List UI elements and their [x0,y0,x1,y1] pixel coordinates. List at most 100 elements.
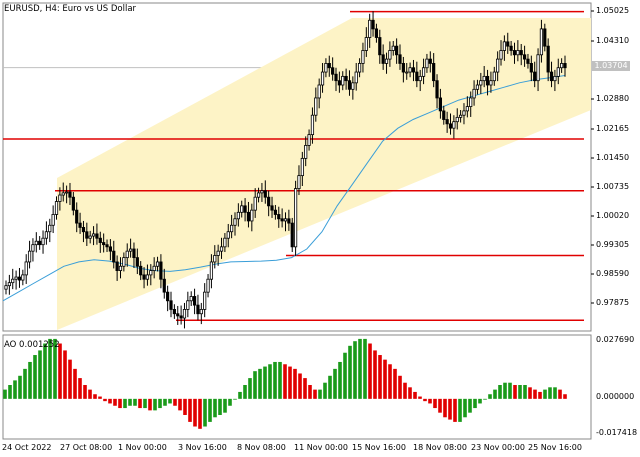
ao-bar [433,398,437,409]
candle-body [549,71,554,82]
ao-bar [178,398,182,411]
ao-tick: 0.027690 [596,335,635,344]
time-tick: 25 Nov 16:00 [528,443,582,452]
ao-bar [378,355,382,399]
ao-bar [153,398,157,411]
candle-body [176,313,180,317]
ao-bar [423,398,427,402]
candle-body [351,82,355,90]
ao-bar [128,398,132,406]
candle-body [398,54,402,64]
candle-body [472,88,476,99]
ao-bar [18,375,22,399]
ao-tick: 0.000000 [596,392,635,401]
ao-bar [418,396,422,399]
ao-bar [158,398,162,409]
ao-bar [323,382,327,399]
candle-body [526,58,530,64]
candle-body [462,110,466,116]
horizontal-levels[interactable] [3,10,584,321]
candle-body [280,218,284,222]
candle-body [267,196,271,207]
candle-body [371,19,375,30]
time-tick: 3 Nov 16:00 [178,443,227,452]
candle-body [357,63,362,73]
time-tick: 18 Nov 08:00 [413,443,467,452]
candle-body [256,192,261,198]
ao-bar [228,398,232,406]
candle-body [465,106,469,112]
candle-body [539,28,544,56]
candle-body [65,191,69,194]
candle-body [506,41,510,47]
ao-bar [548,387,552,399]
ao-bar [88,389,92,399]
ao-bar [523,385,527,399]
candle-body [122,257,126,267]
ao-bar [413,391,417,399]
candle-body [425,58,429,69]
candle-body [556,67,560,77]
ao-bar [273,361,277,399]
ao-bar [193,398,197,427]
ao-bar [168,398,172,404]
ao-bar [58,343,62,399]
candle-body [411,67,416,73]
candle-body [95,233,99,239]
ao-bar [263,366,267,399]
ao-bar [518,385,522,399]
ao-bar [398,375,402,399]
candle-body [327,63,331,69]
ao-bar [198,398,202,429]
candle-body [71,196,75,211]
candle-body [75,209,79,224]
ao-bar [288,366,292,399]
price-tick: 1.04310 [596,36,630,45]
ao-bar [163,398,167,406]
ao-bar [93,394,97,399]
ao-bar [13,380,17,399]
candle-body [294,188,298,248]
candle-body [58,194,62,202]
candle-body [496,58,500,73]
price-channel[interactable] [57,18,591,330]
candle-body [563,63,567,69]
candle-body [300,157,304,177]
candle-body [324,63,328,73]
time-tick: 24 Oct 2022 [2,443,52,452]
candle-body [533,71,537,82]
candle-body [102,242,106,246]
candle-body [139,265,143,276]
candle-body [108,246,112,252]
ao-bar [253,371,257,399]
candle-body [475,84,480,90]
price-tick: 0.97875 [596,298,630,307]
ao-pane-border [2,334,592,440]
ao-bar [383,359,387,399]
candle-body [381,54,385,64]
candle-body [230,224,234,233]
ao-bar [283,364,287,399]
candle-body [405,71,409,74]
ao-bar [108,398,112,404]
price-tick: 1.02165 [596,124,630,133]
ao-bar [483,398,487,400]
price-tick: 0.98590 [596,269,630,278]
candle-body [320,71,325,86]
candle-body [260,190,264,194]
candle-body [512,50,517,56]
candle-body [536,54,540,82]
candle-body [270,205,274,211]
candle-body [226,231,230,239]
candle-body [41,237,45,246]
ao-bar [318,389,322,399]
candle-body [341,75,345,86]
candle-body [233,218,237,226]
time-tick: 8 Nov 08:00 [237,443,286,452]
ao-tick: -0.017418 [596,428,638,437]
ao-bar [353,341,357,399]
ao-bar [368,343,372,399]
ao-bar [183,398,187,415]
